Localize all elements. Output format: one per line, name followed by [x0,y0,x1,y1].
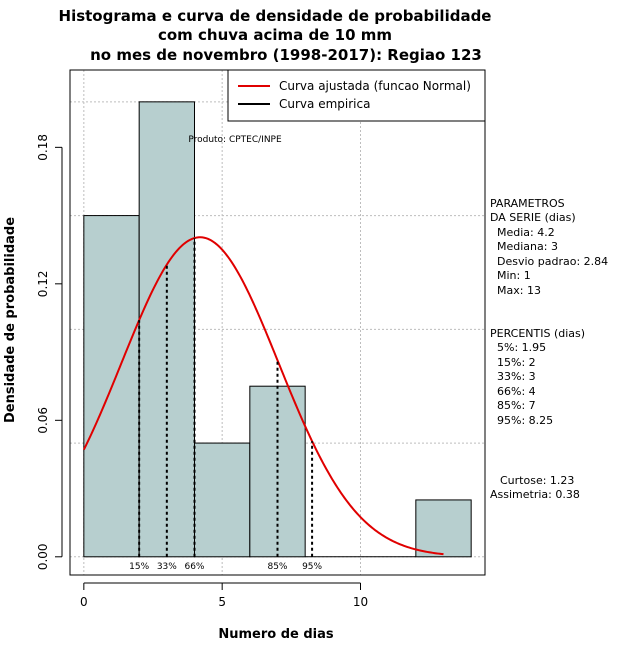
kurtosis: Curtose: 1.23 [500,474,574,487]
normal-curve-layer [82,236,444,556]
percentil-5: 5%: 1.95 [497,341,546,354]
percentil-85: 85%: 7 [497,399,536,412]
percentile-label: 15% [129,562,149,572]
skewness: Assimetria: 0.38 [490,488,580,501]
legend: Curva ajustada (funcao Normal) Curva emp… [227,69,486,122]
chart-title-line-2: com chuva acima de 10 mm [158,26,392,44]
legend-box [227,69,486,122]
percentile-label: 85% [267,562,287,572]
percentile-lines: 15% 33% 66% 85% 95% [129,238,323,572]
histogram-bar [138,101,196,558]
percentile-label: 95% [302,562,322,572]
chart-title-line-1: Histograma e curva de densidade de proba… [59,7,492,25]
percentil-95: 95%: 8.25 [497,414,553,427]
axes: 0 5 10 0.00 0.06 0.12 0.18 [36,134,368,609]
chart-title-line-3: no mes de novembro (1998-2017): Regiao 1… [90,46,482,64]
legend-label-empirical: Curva empirica [279,97,370,111]
percentile-label: 33% [157,562,177,572]
legend-label-fit: Curva ajustada (funcao Normal) [279,79,471,93]
histogram-bar [415,499,472,558]
parameters-panel: PARAMETROS DA SERIE (dias) Media: 4.2 Me… [490,197,608,297]
parameter-sd: Desvio padrao: 2.84 [497,255,608,268]
percentil-15: 15%: 2 [497,356,536,369]
percentis-heading: PERCENTIS (dias) [490,327,585,340]
y-tick-label: 0.06 [36,407,50,434]
y-tick-label: 0.12 [36,270,50,297]
normal-curve [82,236,444,556]
x-tick-label: 10 [353,595,368,609]
parameters-heading-2: DA SERIE (dias) [490,211,576,224]
y-tick-label: 0.00 [36,543,50,570]
parameter-max: Max: 13 [497,284,541,297]
percentil-66: 66%: 4 [497,385,536,398]
parameter-median: Mediana: 3 [497,240,558,253]
percentis-panel: PERCENTIS (dias) 5%: 1.95 15%: 2 33%: 3 … [490,327,585,427]
percentil-33: 33%: 3 [497,370,536,383]
source-note: Produto: CPTEC/INPE [188,135,282,145]
parameter-mean: Media: 4.2 [497,226,555,239]
percentile-label: 66% [184,562,204,572]
parameter-min: Min: 1 [497,269,531,282]
histogram-bar [194,442,251,558]
parameters-heading-1: PARAMETROS [490,197,565,210]
y-tick-label: 0.18 [36,134,50,161]
x-tick-label: 5 [218,595,226,609]
x-tick-label: 0 [80,595,88,609]
histogram-bars [83,101,472,558]
y-axis-title: Densidade de probabilidade [3,217,18,423]
x-axis-title: Numero de dias [218,627,334,642]
